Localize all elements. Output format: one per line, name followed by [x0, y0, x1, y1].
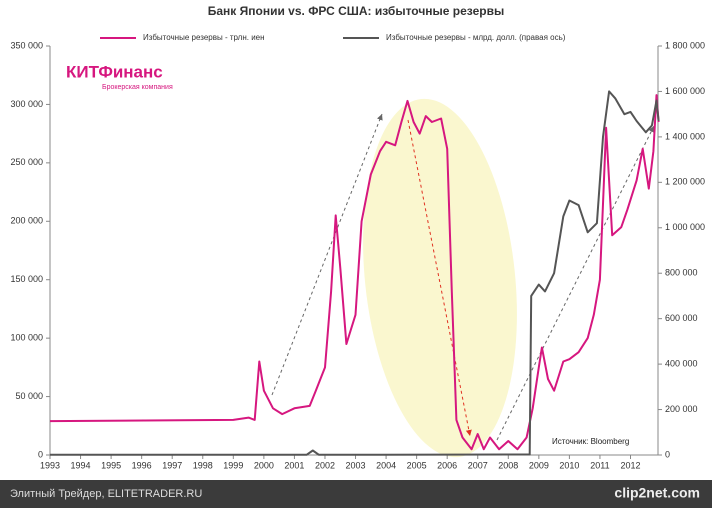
y2-tick-label: 0 [665, 449, 670, 459]
x-tick-label: 2000 [254, 460, 274, 470]
highlight-ellipse [363, 98, 517, 458]
legend-label: Избыточные резервы - трлн. иен [143, 33, 265, 42]
x-tick-label: 1998 [193, 460, 213, 470]
x-tick-label: 2003 [346, 460, 366, 470]
y2-tick-label: 1 800 000 [665, 40, 705, 50]
y2-tick-label: 1 400 000 [665, 131, 705, 141]
y-tick-label: 150 000 [10, 274, 43, 284]
series-line [50, 90, 660, 456]
x-tick-label: 2005 [407, 460, 427, 470]
footer-left: Элитный Трейдер, ELITETRADER.RU [10, 488, 202, 500]
footer-bar [0, 480, 712, 508]
y-tick-label: 350 000 [10, 40, 43, 50]
x-tick-label: 1997 [162, 460, 182, 470]
x-tick-label: 1995 [101, 460, 121, 470]
x-tick-label: 2009 [529, 460, 549, 470]
x-tick-label: 2006 [437, 460, 457, 470]
y-tick-label: 50 000 [15, 391, 43, 401]
x-tick-label: 2010 [559, 460, 579, 470]
trend-arrow [496, 125, 655, 441]
x-tick-label: 2004 [376, 460, 396, 470]
x-tick-label: 1999 [223, 460, 243, 470]
trend-arrow [271, 113, 383, 396]
footer-right: clip2net.com [614, 485, 700, 501]
x-tick-label: 2001 [284, 460, 304, 470]
y-tick-label: 0 [38, 449, 43, 459]
x-tick-label: 1993 [40, 460, 60, 470]
y2-tick-label: 200 000 [665, 404, 698, 414]
y2-tick-label: 1 000 000 [665, 222, 705, 232]
logo-subtitle: Брокерская компания [102, 84, 173, 91]
x-tick-label: 1994 [71, 460, 91, 470]
x-tick-label: 2012 [620, 460, 640, 470]
y-tick-label: 200 000 [10, 216, 43, 226]
y2-tick-label: 1 200 000 [665, 177, 705, 187]
x-tick-label: 2007 [468, 460, 488, 470]
y-tick-label: 100 000 [10, 333, 43, 343]
y2-tick-label: 800 000 [665, 268, 698, 278]
y2-tick-label: 1 600 000 [665, 86, 705, 96]
x-tick-label: 2008 [498, 460, 518, 470]
x-tick-label: 2002 [315, 460, 335, 470]
y-tick-label: 300 000 [10, 99, 43, 109]
logo: КИТФинанс [66, 62, 163, 81]
source-note: Источник: Bloomberg [552, 437, 629, 446]
y2-tick-label: 400 000 [665, 358, 698, 368]
series-line [49, 94, 660, 451]
legend-label: Избыточные резервы - млрд. долл. (правая… [386, 33, 566, 42]
x-tick-label: 2011 [590, 460, 609, 470]
chart-title: Банк Японии vs. ФРС США: избыточные резе… [208, 4, 504, 18]
x-tick-label: 1996 [132, 460, 152, 470]
y2-tick-label: 600 000 [665, 313, 698, 323]
y-tick-label: 250 000 [10, 157, 43, 167]
